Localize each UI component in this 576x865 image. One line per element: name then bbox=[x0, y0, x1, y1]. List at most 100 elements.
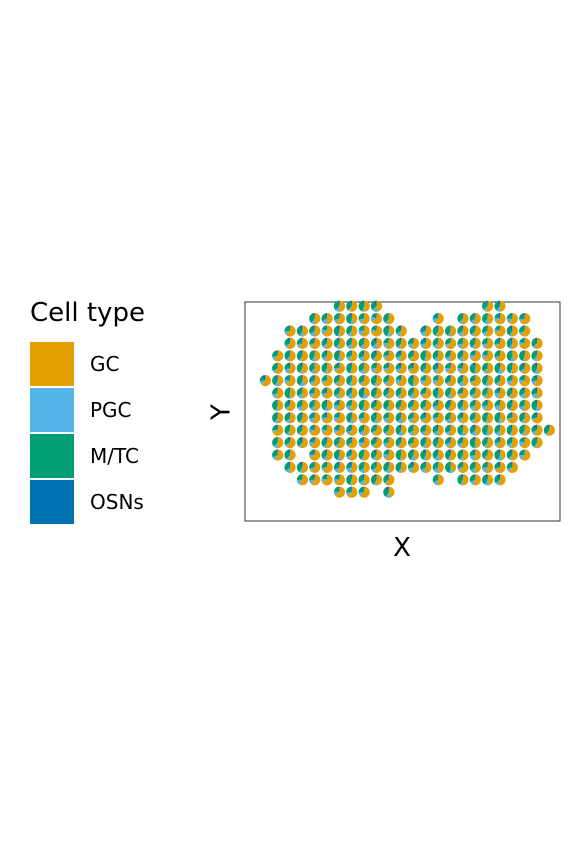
spot-slice bbox=[296, 438, 303, 447]
spot-slice bbox=[397, 375, 407, 387]
spot-slice bbox=[482, 337, 488, 345]
spot-slice bbox=[321, 429, 328, 434]
spot-slice bbox=[333, 313, 340, 320]
spot bbox=[272, 437, 284, 449]
spot-slice bbox=[388, 486, 395, 498]
spot-slice bbox=[410, 461, 414, 468]
spot-slice bbox=[275, 449, 284, 461]
spot bbox=[346, 461, 358, 473]
spot-slice bbox=[334, 467, 340, 473]
spot-slice bbox=[313, 350, 315, 356]
spot-slice bbox=[333, 301, 340, 311]
spot-slice bbox=[533, 424, 538, 431]
spot-slice bbox=[323, 442, 328, 449]
spot-slice bbox=[486, 350, 488, 356]
spot-slice bbox=[420, 343, 426, 349]
spot-slice bbox=[509, 387, 518, 399]
spot bbox=[358, 437, 370, 449]
spot-slice bbox=[321, 329, 328, 335]
spot-slice bbox=[462, 399, 469, 411]
spot bbox=[333, 325, 346, 337]
spot-slice bbox=[395, 462, 402, 473]
spot-slice bbox=[458, 318, 463, 325]
spot-slice bbox=[410, 350, 420, 362]
spot-slice bbox=[349, 486, 352, 493]
spot-slice bbox=[321, 338, 328, 347]
spot-slice bbox=[543, 425, 550, 435]
spot bbox=[482, 424, 494, 436]
spot-slice bbox=[300, 474, 303, 480]
spot-slice bbox=[482, 467, 488, 473]
spot-slice bbox=[395, 412, 402, 422]
spot-slice bbox=[312, 325, 315, 331]
spot-slice bbox=[351, 461, 358, 473]
spot-slice bbox=[519, 350, 525, 362]
spot-slice bbox=[533, 375, 543, 387]
spot-slice bbox=[375, 424, 377, 431]
spot-slice bbox=[462, 325, 469, 337]
spot-slice bbox=[361, 387, 365, 393]
spot-slice bbox=[483, 442, 488, 449]
spot-slice bbox=[372, 337, 377, 344]
spot bbox=[346, 300, 358, 312]
spot bbox=[333, 399, 346, 411]
spot bbox=[469, 362, 481, 374]
spot-slice bbox=[434, 412, 444, 424]
spot-slice bbox=[509, 399, 513, 406]
spot-slice bbox=[533, 375, 538, 381]
spot bbox=[432, 474, 444, 486]
spot-slice bbox=[398, 362, 402, 369]
spot-slice bbox=[421, 387, 432, 399]
spot-slice bbox=[298, 442, 303, 448]
spot bbox=[420, 461, 432, 473]
spot-slice bbox=[310, 368, 315, 374]
spot-slice bbox=[434, 362, 439, 369]
spot-slice bbox=[363, 424, 370, 436]
spot-slice bbox=[521, 437, 531, 449]
spot bbox=[296, 350, 309, 362]
spot bbox=[370, 412, 383, 424]
spot-slice bbox=[358, 351, 365, 359]
spot-slice bbox=[472, 325, 476, 331]
spot bbox=[284, 449, 296, 461]
spot-slice bbox=[507, 442, 513, 448]
spot bbox=[358, 375, 370, 387]
spot-slice bbox=[460, 375, 463, 381]
spot-slice bbox=[310, 405, 315, 411]
spot bbox=[272, 375, 284, 387]
spot-slice bbox=[457, 437, 463, 445]
spot-slice bbox=[358, 337, 365, 348]
spot-slice bbox=[457, 393, 463, 397]
spot-slice bbox=[395, 399, 402, 410]
spot bbox=[494, 362, 506, 374]
spot-slice bbox=[396, 393, 402, 399]
spot-slice bbox=[337, 362, 340, 369]
spot bbox=[445, 362, 457, 374]
legend-label-osns: OSNs bbox=[90, 490, 144, 514]
spot-slice bbox=[385, 486, 389, 493]
spot-slice bbox=[470, 375, 481, 387]
spot-slice bbox=[361, 306, 365, 312]
spot-slice bbox=[333, 486, 340, 493]
spot bbox=[445, 337, 457, 349]
spot-slice bbox=[445, 417, 451, 424]
spot-slice bbox=[321, 424, 328, 431]
spot-slice bbox=[387, 387, 395, 399]
spot-slice bbox=[411, 387, 414, 393]
spot-slice bbox=[498, 412, 500, 418]
spot-slice bbox=[469, 380, 476, 384]
spot bbox=[407, 387, 420, 399]
spot-slice bbox=[321, 437, 328, 447]
spot-slice bbox=[326, 437, 333, 449]
spot bbox=[407, 412, 420, 424]
spot bbox=[383, 350, 395, 362]
spot-slice bbox=[445, 437, 451, 445]
spot-slice bbox=[473, 399, 481, 412]
spot-slice bbox=[509, 412, 513, 418]
spot-slice bbox=[314, 325, 321, 337]
spot-slice bbox=[437, 424, 444, 436]
spot bbox=[395, 337, 407, 349]
spot bbox=[445, 437, 457, 449]
spot bbox=[494, 375, 506, 387]
spot-slice bbox=[483, 455, 488, 460]
